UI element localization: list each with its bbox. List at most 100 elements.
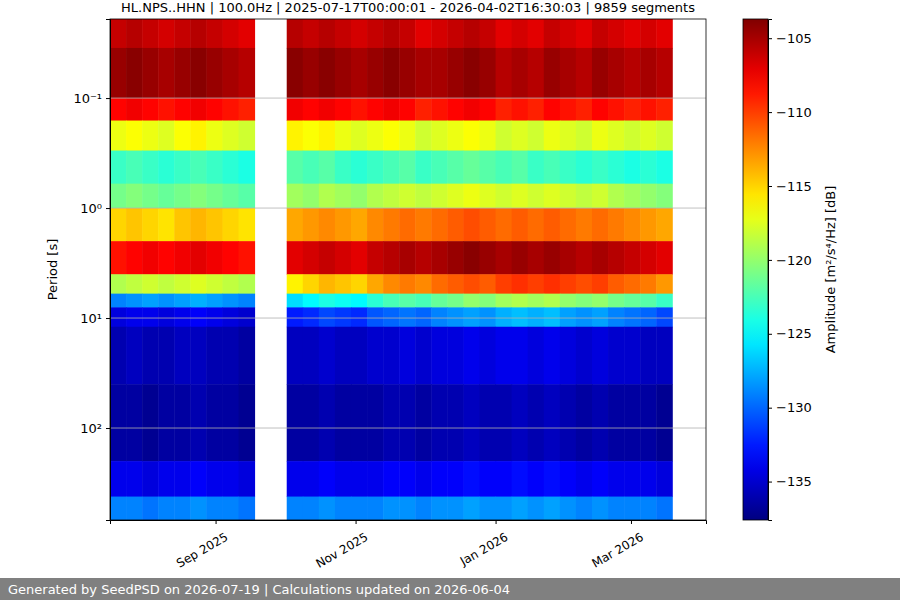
psd-cell — [431, 184, 448, 209]
colorbar-tick-mark — [768, 260, 772, 261]
psd-cell — [431, 497, 448, 520]
colorbar-tick-mark — [768, 408, 772, 409]
psd-cell — [303, 184, 320, 209]
psd-cell — [512, 327, 529, 385]
psd-cell — [110, 19, 127, 48]
psd-cell — [544, 307, 561, 327]
psd-cell — [496, 121, 513, 152]
psd-cell — [512, 48, 529, 99]
psd-cell — [463, 241, 480, 275]
psd-cell — [463, 307, 480, 327]
psd-cell — [447, 461, 464, 497]
psd-cell — [367, 241, 384, 275]
psd-cell — [158, 497, 175, 520]
psd-cell — [126, 307, 143, 327]
psd-cell — [576, 151, 593, 185]
psd-cell — [399, 327, 416, 385]
psd-cell — [592, 98, 609, 121]
psd-cell — [126, 184, 143, 209]
psd-cell — [110, 241, 127, 275]
psd-cell — [608, 307, 625, 327]
psd-cell — [174, 208, 191, 242]
y-tick: 10⁰ — [80, 201, 110, 216]
psd-cell — [142, 241, 159, 275]
grid-line — [110, 98, 706, 99]
psd-cell — [592, 208, 609, 242]
psd-cell — [335, 19, 352, 48]
psd-cell — [447, 241, 464, 275]
psd-cell — [335, 294, 352, 308]
psd-cell — [480, 274, 497, 294]
psd-cell — [287, 461, 304, 497]
psd-cell — [110, 384, 127, 461]
psd-cell — [206, 274, 223, 294]
psd-cell — [656, 384, 673, 461]
colorbar-tick-label: −115 — [776, 179, 812, 194]
psd-cell — [415, 241, 432, 275]
colorbar-tick-mark — [768, 186, 772, 187]
psd-cell — [512, 497, 529, 520]
psd-cell — [496, 294, 513, 308]
psd-cell — [560, 497, 577, 520]
psd-cell — [367, 497, 384, 520]
y-tick: 10² — [80, 421, 110, 436]
psd-cell — [239, 461, 256, 497]
psd-cell — [447, 497, 464, 520]
psd-cell — [222, 274, 239, 294]
psd-cell — [174, 461, 191, 497]
psd-cell — [239, 121, 256, 152]
psd-cell — [383, 327, 400, 385]
psd-cell — [447, 327, 464, 385]
psd-cell — [174, 294, 191, 308]
psd-cell — [126, 121, 143, 152]
x-tick-label: Nov 2025 — [313, 530, 370, 571]
y-tick: 10¹ — [80, 311, 110, 326]
psd-cell — [190, 497, 207, 520]
footer-bar — [0, 578, 900, 600]
psd-cell — [142, 384, 159, 461]
psd-cell — [239, 274, 256, 294]
psd-cell — [222, 307, 239, 327]
psd-cell — [624, 48, 641, 99]
psd-cell — [335, 274, 352, 294]
psd-cell — [367, 461, 384, 497]
psd-cell — [560, 184, 577, 209]
psd-cell — [480, 327, 497, 385]
psd-cell — [126, 48, 143, 99]
psd-cell — [239, 98, 256, 121]
colorbar-tick-label: −120 — [776, 253, 812, 268]
psd-cell — [367, 48, 384, 99]
psd-cell — [206, 461, 223, 497]
psd-cell — [576, 461, 593, 497]
psd-cell — [576, 307, 593, 327]
psd-cell — [206, 294, 223, 308]
psd-cell — [335, 184, 352, 209]
psd-cell — [512, 461, 529, 497]
psd-cell — [239, 327, 256, 385]
psd-cell — [319, 151, 336, 185]
psd-cell — [496, 208, 513, 242]
psd-cell — [415, 184, 432, 209]
psd-cell — [624, 274, 641, 294]
psd-cell — [335, 48, 352, 99]
psd-cell — [239, 208, 256, 242]
psd-cell — [222, 151, 239, 185]
psd-cell — [399, 121, 416, 152]
psd-cell — [367, 184, 384, 209]
psd-cell — [480, 307, 497, 327]
psd-cell — [110, 208, 127, 242]
psd-cell — [560, 384, 577, 461]
y-tick-mark — [106, 318, 110, 319]
psd-cell — [447, 121, 464, 152]
psd-cell — [190, 384, 207, 461]
psd-cell — [351, 121, 368, 152]
psd-cell — [158, 19, 175, 48]
psd-cell — [528, 384, 545, 461]
psd-cell — [480, 98, 497, 121]
psd-cell — [512, 294, 529, 308]
psd-cell — [528, 151, 545, 185]
psd-cell — [174, 384, 191, 461]
psd-cell — [287, 184, 304, 209]
psd-cell — [190, 274, 207, 294]
psd-cell — [608, 327, 625, 385]
